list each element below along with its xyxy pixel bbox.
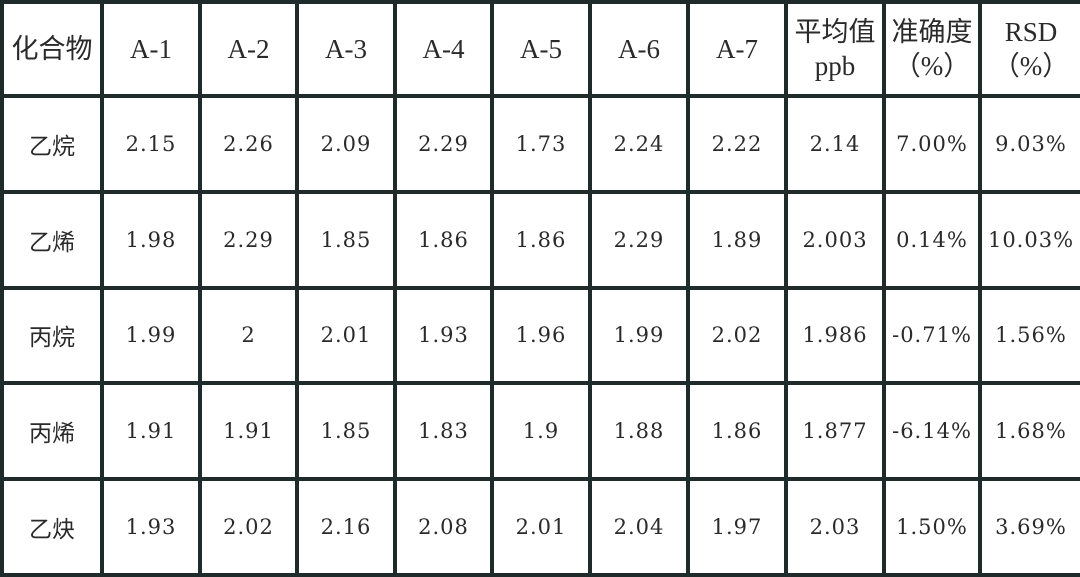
value-cell: -0.71% — [882, 285, 982, 386]
value-cell: 1.93 — [393, 285, 494, 386]
value-cell: 1.99 — [588, 285, 690, 386]
compound-name: 乙烯 — [0, 189, 104, 290]
value-cell: 1.73 — [490, 94, 592, 194]
value-cell: 1.96 — [490, 285, 592, 386]
header-cell: 平均值 ppb — [784, 0, 886, 98]
value-cell: 2.02 — [686, 285, 788, 386]
value-cell: 3.69% — [978, 477, 1080, 577]
header-row: 化合物 A-1 A-2 A-3 A-4 A-5 A-6 A-7 平均值 ppb 准确度 （%） RSD （… — [0, 0, 1080, 98]
header-line: A-3 — [325, 34, 367, 64]
header-cell: 化合物 — [0, 0, 104, 98]
header-line: （%） — [893, 51, 971, 81]
value-cell: 1.83 — [393, 381, 494, 482]
header-line: （%） — [992, 51, 1070, 81]
value-cell: 9.03% — [978, 94, 1080, 194]
value-cell: 1.877 — [784, 381, 886, 482]
value-cell: 1.97 — [686, 477, 788, 577]
header-cell: A-1 — [100, 0, 202, 98]
header-line: 平均值 — [794, 17, 876, 47]
value-cell: 2.15 — [100, 94, 202, 194]
header-cell: A-6 — [588, 0, 690, 98]
header-line: A-2 — [227, 34, 270, 64]
compound-name: 乙炔 — [0, 477, 104, 577]
value-cell: 2.01 — [295, 285, 397, 386]
value-cell: 1.99 — [100, 285, 202, 386]
value-cell: 1.86 — [393, 189, 494, 290]
value-cell: 1.91 — [198, 381, 299, 482]
value-cell: 1.89 — [686, 189, 788, 290]
value-cell: 1.86 — [686, 381, 788, 482]
value-cell: 1.86 — [490, 189, 592, 290]
header-line: A-6 — [618, 34, 660, 64]
header-line: RSD — [1004, 17, 1058, 47]
value-cell: 1.93 — [100, 477, 202, 577]
value-cell: 2.29 — [588, 189, 690, 290]
value-cell: 2.09 — [295, 94, 397, 194]
header-line: ppb — [814, 51, 856, 81]
data-row: 丙烷 1.99 2 2.01 1.93 1.96 1.99 2.02 1.986 -0.71% 1.… — [0, 285, 1080, 386]
value-cell: 2.14 — [784, 94, 886, 194]
value-cell: 10.03% — [978, 189, 1080, 290]
value-cell: 2.003 — [784, 189, 886, 290]
value-cell: 2.04 — [588, 477, 690, 577]
compound-name: 乙烷 — [0, 94, 104, 194]
header-cell: A-3 — [295, 0, 397, 98]
compound-name: 丙烯 — [0, 381, 104, 482]
value-cell: 2.24 — [588, 94, 690, 194]
value-cell: 1.85 — [295, 381, 397, 482]
header-line: A-7 — [716, 34, 758, 64]
value-cell: 1.56% — [978, 285, 1080, 386]
value-cell: 2.29 — [198, 189, 299, 290]
data-row: 乙炔 1.93 2.02 2.16 2.08 2.01 2.04 1.97 2.03 1.50% 3… — [0, 477, 1080, 577]
value-cell: 2.08 — [393, 477, 494, 577]
header-cell: A-7 — [686, 0, 788, 98]
header-line: 准确度 — [891, 17, 973, 47]
value-cell: 2.22 — [686, 94, 788, 194]
header-cell: A-4 — [393, 0, 494, 98]
data-row: 乙烷 2.15 2.26 2.09 2.29 1.73 2.24 2.22 2.14 7.00% 9… — [0, 94, 1080, 194]
header-line: A-1 — [130, 34, 172, 64]
header-line: A-4 — [422, 34, 465, 64]
table-body: 乙烷 2.15 2.26 2.09 2.29 1.73 2.24 2.22 2.14 7.00% 9… — [0, 94, 1080, 577]
header-cell: A-2 — [198, 0, 299, 98]
header-cell: RSD （%） — [978, 0, 1080, 98]
value-cell: 1.68% — [978, 381, 1080, 482]
value-cell: 0.14% — [882, 189, 982, 290]
value-cell: 2.02 — [198, 477, 299, 577]
value-cell: 2 — [198, 285, 299, 386]
value-cell: -6.14% — [882, 381, 982, 482]
value-cell: 1.91 — [100, 381, 202, 482]
header-cell: 准确度 （%） — [882, 0, 982, 98]
value-cell: 2.26 — [198, 94, 299, 194]
data-row: 丙烯 1.91 1.91 1.85 1.83 1.9 1.88 1.86 1.877 -6.14%… — [0, 381, 1080, 482]
header-cell: A-5 — [490, 0, 592, 98]
value-cell: 2.03 — [784, 477, 886, 577]
compound-name: 丙烷 — [0, 285, 104, 386]
value-cell: 2.29 — [393, 94, 494, 194]
value-cell: 1.986 — [784, 285, 886, 386]
value-cell: 1.88 — [588, 381, 690, 482]
header-line: 化合物 — [11, 34, 93, 64]
data-row: 乙烯 1.98 2.29 1.85 1.86 1.86 2.29 1.89 2.003 0.14%… — [0, 189, 1080, 290]
value-cell: 1.98 — [100, 189, 202, 290]
value-cell: 2.16 — [295, 477, 397, 577]
value-cell: 1.50% — [882, 477, 982, 577]
value-cell: 2.01 — [490, 477, 592, 577]
header-line: A-5 — [520, 34, 562, 64]
value-cell: 1.9 — [490, 381, 592, 482]
value-cell: 7.00% — [882, 94, 982, 194]
value-cell: 1.85 — [295, 189, 397, 290]
